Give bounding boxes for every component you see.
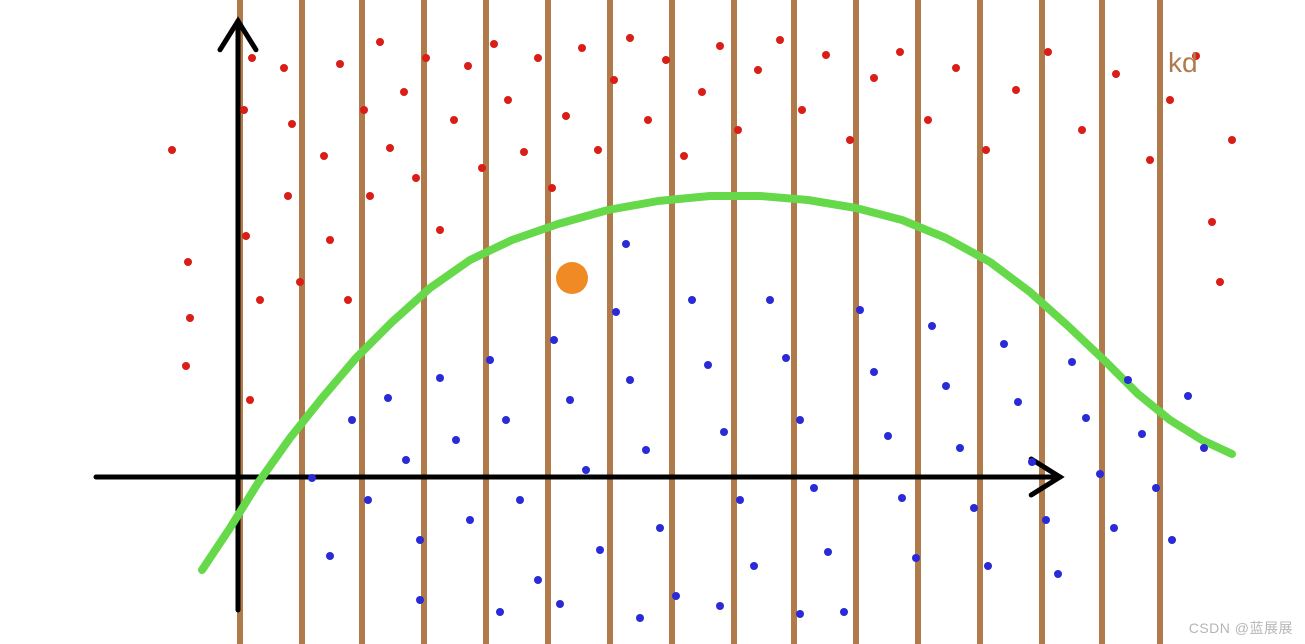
diagram-background: [0, 0, 1305, 644]
query-point: [556, 262, 588, 294]
diagram-svg: kd: [0, 0, 1305, 644]
kd-label: kd: [1168, 47, 1198, 78]
watermark-text: CSDN @蓝展展: [1189, 618, 1293, 638]
